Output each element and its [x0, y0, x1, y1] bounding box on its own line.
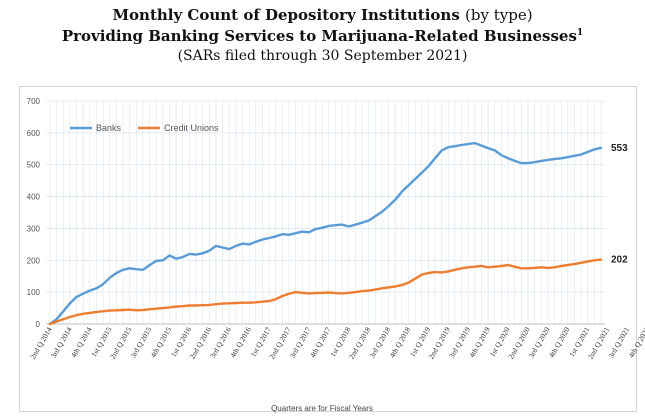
y-tick-label: 700 [27, 97, 41, 106]
y-tick-label: 600 [27, 129, 41, 138]
series-line-credit-unions [48, 258, 603, 326]
legend-label: Banks [96, 123, 122, 133]
y-tick-label: 0 [36, 320, 41, 329]
end-value-label: 553 [611, 143, 628, 154]
y-tick-label: 300 [27, 224, 41, 233]
y-tick-label: 200 [27, 256, 41, 265]
footnote-mark: 1 [576, 28, 584, 38]
end-value-label: 202 [611, 255, 628, 266]
y-tick-label: 400 [27, 193, 41, 202]
series-line-banks [48, 141, 603, 326]
chart-frame [19, 86, 637, 412]
y-tick-label: 500 [27, 161, 41, 170]
legend-label: Credit Unions [164, 123, 219, 133]
chart-subtitle: Providing Banking Services to Marijuana-… [61, 27, 584, 45]
y-tick-label: 100 [27, 288, 41, 297]
chart-note: (SARs filed through 30 September 2021) [177, 48, 468, 64]
chart-title: Monthly Count of Depository Institutions… [112, 6, 533, 24]
x-axis-title: Quarters are for Fiscal Years [271, 404, 373, 413]
chart-title-qualifier: (by type) [465, 6, 533, 24]
